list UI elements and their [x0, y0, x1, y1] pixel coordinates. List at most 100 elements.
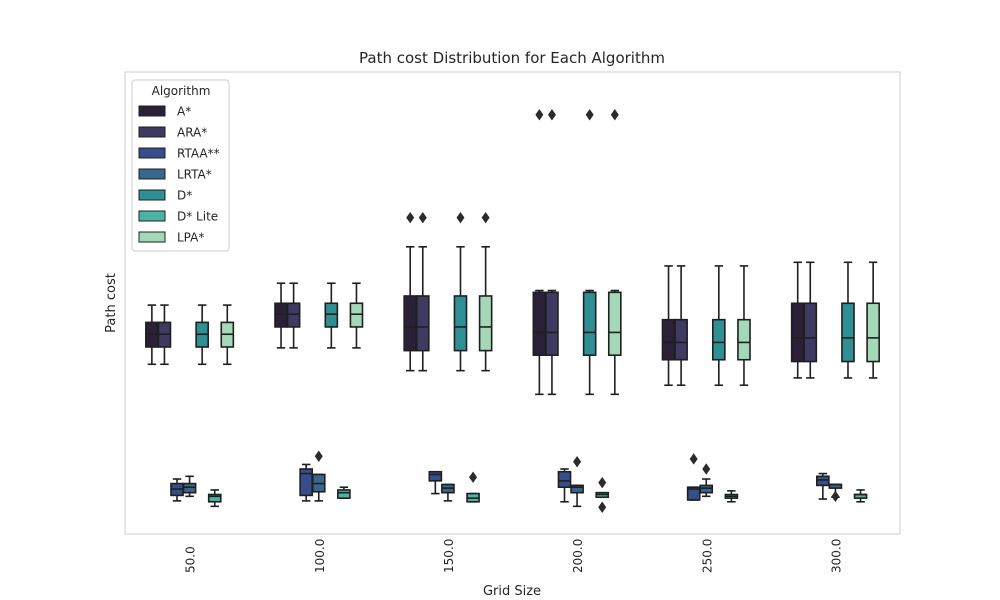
legend-swatch: [138, 210, 166, 222]
box-ara-star-100-0: [286, 282, 301, 349]
box-lpa-star-100-0: [349, 282, 364, 349]
box-lrta-star-250-0: [699, 463, 714, 498]
box-iqr: [403, 295, 418, 352]
box-d-star-lite-250-0: [724, 490, 739, 503]
x-tick-label: 100.0: [313, 539, 327, 573]
box-lpa-star-250-0: [737, 265, 751, 387]
legend-label: LPA*: [177, 231, 204, 245]
legend-frame: [131, 79, 230, 252]
box-iqr: [711, 318, 726, 361]
legend-item-lrta-star: LRTA*: [138, 168, 212, 182]
box-iqr: [207, 493, 222, 503]
box-iqr: [661, 318, 676, 361]
legend-item-a-star: A*: [138, 105, 191, 119]
outlier-point: [598, 501, 607, 513]
box-d-star-lite-150-0: [466, 471, 480, 503]
box-ara-star-250-0: [674, 265, 688, 387]
box-iqr: [607, 291, 622, 356]
box-lrta-star-50-0: [182, 475, 197, 498]
series-d-star-lite: [207, 471, 868, 513]
box-d-star-lite-100-0: [337, 486, 351, 499]
box-iqr: [545, 291, 559, 356]
box-lrta-star-150-0: [441, 483, 455, 502]
legend-swatch: [138, 105, 166, 117]
x-tick-label: 200.0: [571, 539, 585, 573]
box-d-star-150-0: [453, 211, 468, 372]
box-iqr: [699, 484, 714, 494]
box-d-star-lite-300-0: [853, 489, 868, 503]
box-rtaa-star-star-100-0: [299, 463, 314, 502]
box-d-star-300-0: [841, 261, 855, 379]
box-a-star-50-0: [145, 304, 159, 366]
outlier-point: [481, 211, 490, 224]
series-a-star: [145, 109, 805, 396]
box-iqr: [337, 489, 351, 499]
box-rtaa-star-star-200-0: [557, 468, 572, 503]
series-lrta-star: [182, 450, 843, 508]
outlier-point: [585, 109, 594, 121]
box-lpa-star-150-0: [478, 211, 493, 372]
legend-label: D*: [177, 189, 192, 203]
box-iqr: [816, 475, 830, 487]
box-iqr: [428, 470, 443, 482]
outlier-point: [469, 471, 478, 483]
box-d-star-50-0: [195, 304, 209, 366]
box-marks: [145, 109, 880, 513]
outlier-point: [547, 109, 556, 121]
outlier-point: [314, 450, 323, 462]
box-lrta-star-100-0: [311, 450, 326, 502]
series-lpa-star: [220, 109, 880, 396]
box-iqr: [415, 295, 430, 352]
legend-label: RTAA**: [177, 147, 220, 161]
box-ara-star-200-0: [545, 109, 559, 396]
outlier-point: [598, 476, 607, 489]
legend-swatch: [138, 126, 166, 138]
box-iqr: [866, 302, 880, 363]
box-iqr: [182, 482, 197, 494]
box-iqr: [582, 291, 597, 356]
box-iqr: [324, 302, 339, 328]
y-axis-label: Path cost: [104, 273, 119, 333]
x-tick-label: 50.0: [184, 546, 198, 573]
series-ara-star: [157, 109, 818, 396]
box-lrta-star-300-0: [828, 483, 843, 503]
outlier-point: [406, 211, 415, 224]
series-d-star: [195, 109, 855, 396]
legend-title: Algorithm: [152, 84, 211, 98]
box-iqr: [557, 470, 572, 489]
x-tick-label: 300.0: [829, 539, 843, 573]
box-lrta-star-200-0: [570, 456, 584, 508]
legend-item-ara-star: ARA*: [138, 126, 207, 140]
box-a-star-150-0: [403, 211, 418, 372]
x-tick-label: 150.0: [442, 539, 456, 573]
x-tick-label: 250.0: [700, 539, 714, 573]
outlier-point: [610, 109, 619, 121]
box-d-star-100-0: [324, 282, 339, 349]
legend-item-d-star: D*: [138, 189, 192, 203]
legend-swatch: [138, 231, 166, 243]
box-lpa-star-300-0: [866, 261, 880, 379]
legend-item-lpa-star: LPA*: [138, 231, 204, 245]
legend-label: A*: [177, 105, 191, 119]
box-iqr: [790, 302, 805, 363]
legend-swatch: [138, 147, 166, 159]
box-iqr: [803, 302, 818, 363]
outlier-point: [535, 109, 544, 121]
box-d-star-lite-200-0: [595, 476, 610, 513]
outlier-point: [418, 211, 427, 224]
box-ara-star-150-0: [415, 211, 430, 372]
box-iqr: [478, 295, 493, 352]
legend-label: D* Lite: [177, 210, 218, 224]
box-iqr: [286, 302, 301, 328]
box-lpa-star-50-0: [220, 304, 235, 366]
box-ara-star-50-0: [157, 304, 172, 366]
box-rtaa-star-star-250-0: [686, 453, 701, 501]
box-ara-star-300-0: [803, 261, 818, 379]
box-iqr: [686, 486, 701, 501]
box-rtaa-star-star-50-0: [170, 478, 184, 502]
box-a-star-100-0: [274, 282, 288, 349]
box-iqr: [570, 484, 584, 494]
x-axis-label: Grid Size: [483, 584, 541, 599]
legend-label: ARA*: [177, 126, 207, 140]
box-a-star-250-0: [661, 265, 676, 387]
